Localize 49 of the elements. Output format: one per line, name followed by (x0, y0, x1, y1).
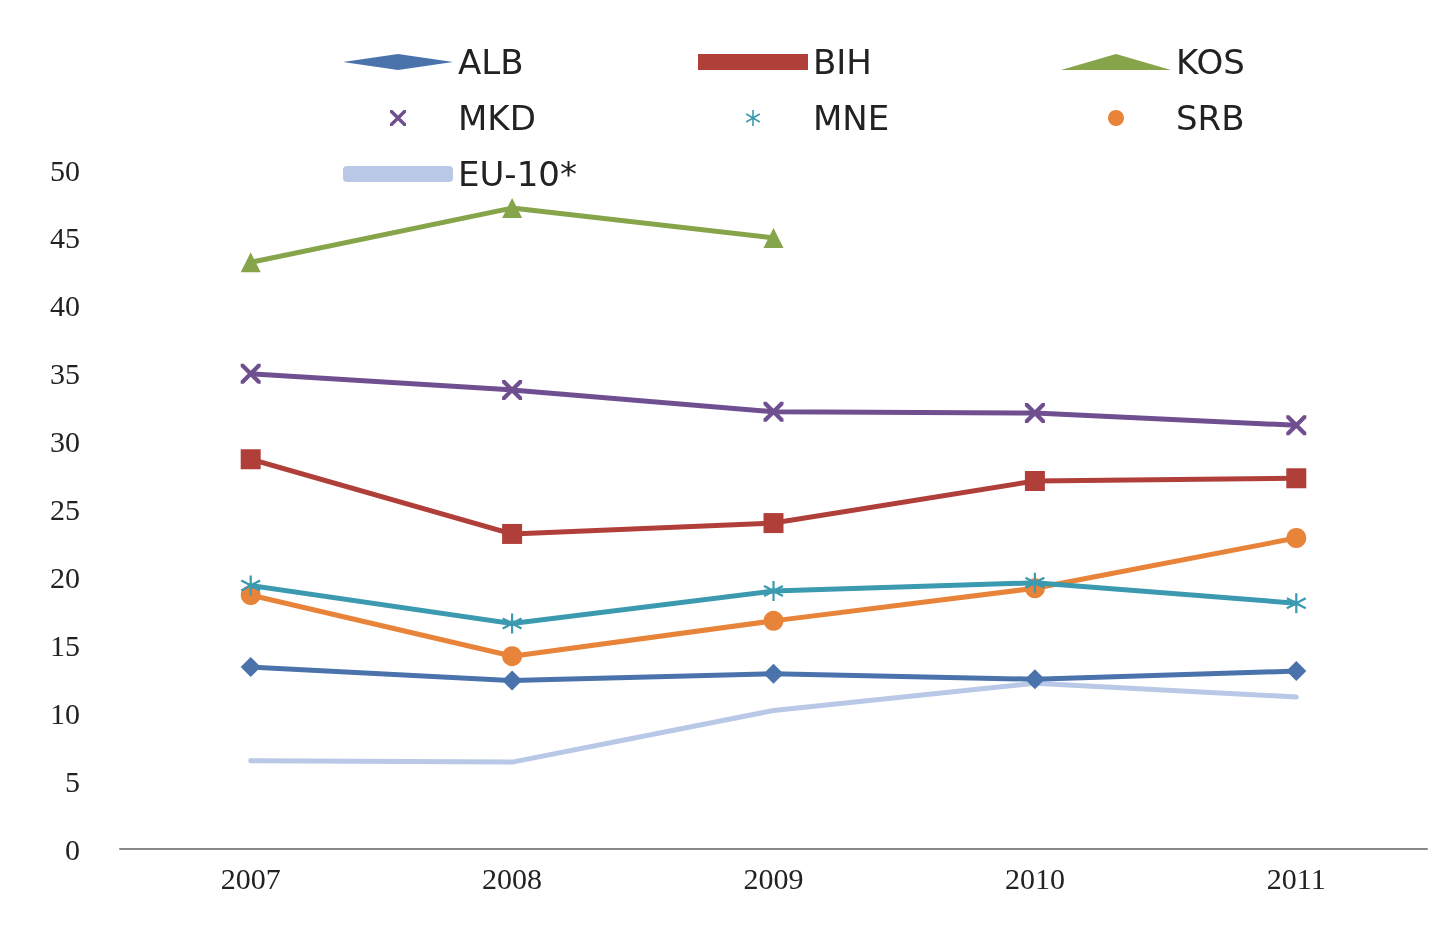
legend-label: KOS (1176, 42, 1245, 82)
legend-label: EU-10* (458, 154, 577, 194)
y-tick-label: 5 (65, 764, 80, 798)
point (240, 449, 261, 470)
y-tick-label: 50 (50, 153, 80, 187)
y-tick-label: 25 (50, 493, 80, 526)
x-tick-label: 2008 (482, 861, 543, 895)
x-tick-label: 2010 (1004, 861, 1065, 895)
point (763, 401, 784, 422)
point (240, 252, 261, 273)
point (1286, 593, 1307, 614)
y-tick-label: 30 (50, 425, 80, 459)
point (763, 513, 784, 534)
point (502, 523, 523, 544)
point (1024, 572, 1045, 593)
y-tick-label: 0 (65, 832, 80, 866)
point (1024, 470, 1045, 491)
legend-label: MNE (813, 98, 890, 138)
point (502, 613, 523, 634)
point (240, 575, 261, 596)
y-tick-label: 45 (50, 221, 80, 255)
x-tick-label: 2007 (220, 861, 281, 895)
y-tick-label: 10 (50, 696, 80, 730)
point (502, 198, 523, 219)
point (502, 670, 523, 691)
point (1024, 403, 1045, 424)
point (1286, 528, 1307, 549)
legend-label: ALB (458, 42, 524, 82)
legend-label: MKD (458, 98, 536, 138)
x-tick-label: 2011 (1266, 861, 1326, 895)
legend-label: BIH (813, 42, 872, 82)
point (763, 610, 784, 631)
point (763, 663, 784, 684)
point (763, 580, 784, 601)
point (240, 363, 261, 384)
point (1286, 415, 1307, 436)
y-tick-label: 20 (50, 560, 80, 594)
point (1286, 468, 1307, 489)
point (502, 380, 523, 400)
legend-label: SRB (1176, 98, 1245, 138)
y-tick-label: 40 (50, 289, 80, 323)
x-tick-label: 2009 (743, 861, 804, 895)
point (1024, 669, 1045, 690)
point (240, 657, 261, 678)
y-tick-label: 35 (50, 357, 80, 391)
point (1286, 661, 1307, 682)
y-tick-label: 15 (50, 628, 80, 662)
point (763, 227, 784, 248)
point (502, 646, 523, 667)
